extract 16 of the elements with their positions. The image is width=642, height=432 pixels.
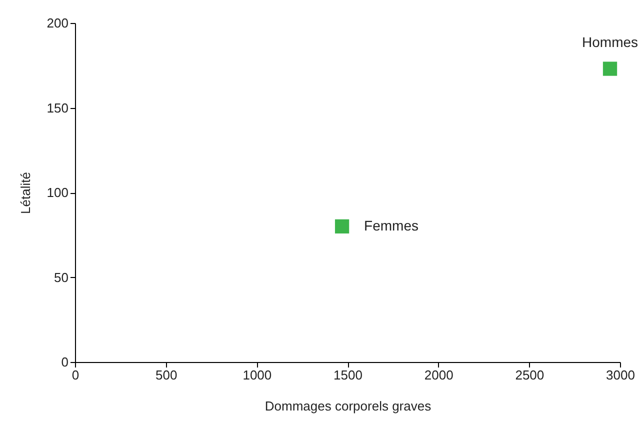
- y-axis-title: Létalité: [18, 172, 33, 214]
- y-tick-label: 0: [61, 354, 68, 370]
- x-tick-label: 2500: [515, 368, 544, 382]
- y-tick-label: 50: [54, 270, 68, 285]
- series-label: Hommes: [582, 34, 638, 50]
- x-tick-label: 3000: [606, 368, 635, 382]
- x-tick-label: 2000: [424, 368, 454, 382]
- x-tick-label: 1000: [242, 368, 272, 382]
- y-tick-label: 150: [46, 100, 68, 116]
- x-tick-label: 500: [155, 368, 178, 382]
- y-tick-label: 100: [46, 185, 68, 200]
- x-tick-label: 0: [72, 368, 80, 382]
- x-tick-label: 1500: [334, 368, 362, 382]
- y-tick-label: 200: [46, 16, 68, 30]
- x-axis-title: Dommages corporels graves: [264, 398, 432, 414]
- series-label: Femmes: [364, 217, 419, 234]
